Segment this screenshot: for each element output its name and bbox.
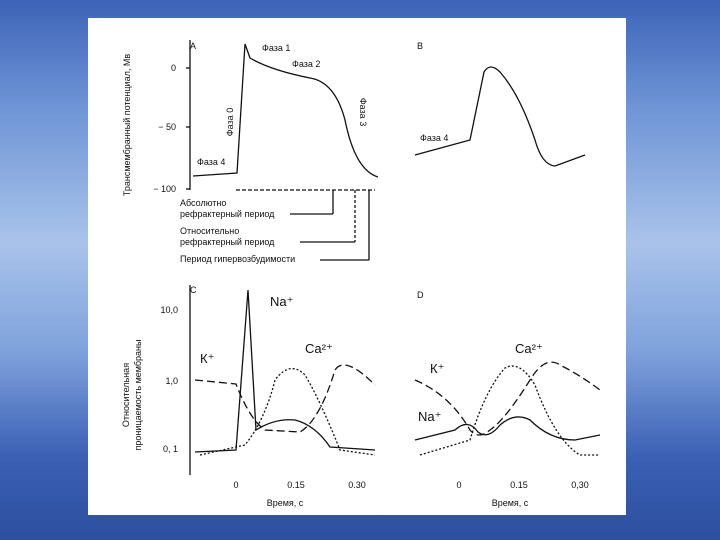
phase-label: Фаза 4 — [197, 157, 225, 167]
ion-label: Na⁺ — [270, 294, 293, 309]
tick-label: 0 — [233, 480, 238, 490]
curve — [414, 66, 586, 167]
ion-label: Ca²⁺ — [515, 341, 543, 356]
tick-label: 0, 1 — [163, 444, 178, 454]
panel — [88, 18, 626, 515]
curve — [414, 416, 601, 441]
curve — [192, 43, 379, 178]
phase-label: Фаза 1 — [262, 43, 290, 53]
panel-label: A — [190, 41, 196, 51]
curve — [194, 364, 376, 433]
panel-label: D — [417, 290, 424, 300]
phase-label: Фаза 0 — [225, 108, 235, 136]
ion-label: К⁺ — [200, 351, 214, 366]
period-label: рефрактерный период — [180, 209, 275, 219]
tick-label: 0 — [171, 63, 176, 73]
tick-label: 0.30 — [348, 480, 366, 490]
period-label: Относительно — [180, 226, 239, 236]
panel-label: В — [417, 41, 423, 51]
axis-title: проницаемость мембраны — [133, 340, 143, 451]
period-label: Период гипервозбудимости — [180, 254, 295, 264]
period-label: Абсолютно — [180, 198, 226, 208]
axis-title: Трансмембранный потенциал, Мв — [122, 54, 132, 196]
curve — [419, 365, 600, 456]
tick-label: 1,0 — [165, 376, 178, 386]
phase-label: Фаза 4 — [420, 133, 448, 143]
tick-label: − 50 — [158, 122, 176, 132]
axis-title: Время, с — [267, 498, 304, 508]
panel-label: С — [190, 285, 197, 295]
period-label: рефрактерный период — [180, 237, 275, 247]
ion-label: Na⁺ — [418, 409, 441, 424]
curve — [414, 361, 601, 436]
tick-label: 10,0 — [160, 305, 178, 315]
axis-title: Относительная — [121, 363, 131, 427]
tick-label: − 100 — [153, 184, 176, 194]
tick-label: 0 — [456, 480, 461, 490]
tick-label: 0.15 — [510, 480, 528, 490]
ion-label: К⁺ — [430, 361, 444, 376]
phase-label: Фаза 2 — [292, 59, 320, 69]
tick-label: 0.15 — [287, 480, 305, 490]
phase-label: Фаза 3 — [358, 98, 368, 126]
ion-label: Ca²⁺ — [305, 341, 333, 356]
axis-title: Время, с — [492, 498, 529, 508]
tick-label: 0,30 — [571, 480, 589, 490]
